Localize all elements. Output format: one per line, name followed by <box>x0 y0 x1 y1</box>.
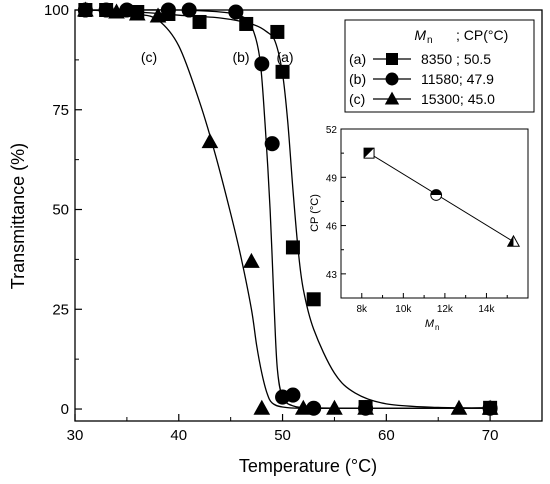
legend-label-a: 8350 ; 50.5 <box>421 51 491 67</box>
marker-triangle-2-6 <box>253 399 271 415</box>
marker-triangle-2-0 <box>77 1 94 17</box>
curve-tag-c: (c) <box>141 49 157 65</box>
x-tick-label-1: 40 <box>170 427 187 444</box>
y-tick-label-2: 50 <box>52 202 69 219</box>
marker-triangle-2-10 <box>450 399 468 415</box>
inset-x-tick-label-3: 14k <box>478 304 495 315</box>
legend-tag-a: (a) <box>349 51 366 67</box>
marker-circle-1-7 <box>264 136 280 152</box>
inset-marker-square-0-fill <box>364 148 375 159</box>
inset-y-tick-label-1: 46 <box>326 222 338 233</box>
marker-triangle-2-2 <box>128 5 146 21</box>
marker-triangle-2-3 <box>149 7 167 23</box>
legend-header-mn: M <box>414 27 426 43</box>
plot-frame <box>74 9 543 422</box>
inset-axis-ticks: 8k 10k 12k 14k 43 46 49 52 <box>326 125 508 315</box>
marker-triangle-2-5 <box>243 252 260 268</box>
y-tick-label-3: 75 <box>52 102 69 119</box>
marker-square-0-7 <box>275 64 290 79</box>
marker-square-0-6 <box>270 24 285 39</box>
marker-square-0-4 <box>192 14 207 29</box>
inset-x-tick-label-1: 10k <box>395 304 412 315</box>
marker-triangle-2-4 <box>201 133 219 149</box>
inset-x-tick-label-2: 12k <box>437 304 454 315</box>
y-tick-label-1: 25 <box>52 301 69 318</box>
marker-triangle-2-7 <box>294 399 312 415</box>
legend-marker-b <box>385 72 399 86</box>
y-tick-label-4: 100 <box>44 2 69 19</box>
inset-markers <box>363 147 521 247</box>
inset-marker-circle-1-fill <box>430 189 442 195</box>
legend-marker-c-shape <box>384 91 400 105</box>
x-tick-label-0: 30 <box>67 427 84 444</box>
marker-triangle-2-8 <box>326 399 343 415</box>
x-tick-label-3: 60 <box>378 427 395 444</box>
inset-chart: 8k 10k 12k 14k 43 46 49 52 CP (°C) M n <box>309 125 529 332</box>
x-tick-label-4: 70 <box>482 427 499 444</box>
marker-circle-1-6 <box>254 56 270 72</box>
legend-marker-c <box>384 91 400 105</box>
inset-x-axis-title-sub: n <box>435 323 439 332</box>
y-tick-label-0: 0 <box>61 401 69 418</box>
inset-x-tick-label-0: 8k <box>356 304 368 315</box>
inset-y-tick-label-2: 49 <box>326 173 338 184</box>
marker-square-0-9 <box>306 292 321 307</box>
inset-y-tick-label-3: 52 <box>326 125 338 136</box>
legend: M n ; CP(°C) (a) 8350 ; 50.5 (b) 11580; … <box>344 19 535 113</box>
legend-marker-b-shape <box>385 72 399 86</box>
axis-ticks: 30 40 50 60 70 0 25 50 75 100 <box>44 2 498 444</box>
inset-marker-triangle-2-fill <box>507 235 514 247</box>
y-axis-title: Transmittance (%) <box>8 143 28 289</box>
inset-y-axis-title: CP (°C) <box>309 194 321 232</box>
inset-y-tick-label-0: 43 <box>326 270 338 281</box>
marker-triangle-2-9 <box>357 399 374 415</box>
marker-square-0-5 <box>239 16 254 31</box>
legend-marker-a-shape <box>386 53 398 65</box>
fit-curve-0 <box>85 9 491 409</box>
curve-tag-b: (b) <box>232 49 249 65</box>
legend-tag-b: (b) <box>349 71 366 87</box>
marker-square-0-8 <box>285 240 300 255</box>
legend-marker-a <box>386 53 398 65</box>
x-tick-label-2: 50 <box>274 427 291 444</box>
marker-triangle-2-1 <box>108 3 125 19</box>
legend-header-mn-sub: n <box>427 35 433 46</box>
legend-header-cp: ; CP(°C) <box>456 27 508 43</box>
legend-label-c: 15300; 45.0 <box>421 91 495 107</box>
x-axis-title: Temperature (°C) <box>239 456 377 476</box>
legend-label-b: 11580; 47.9 <box>421 71 494 87</box>
inset-x-axis-title: M <box>425 318 435 330</box>
marker-circle-1-9 <box>285 387 301 403</box>
marker-circle-1-5 <box>228 4 244 20</box>
data-markers <box>77 1 499 416</box>
legend-tag-c: (c) <box>349 91 365 107</box>
curve-tag-a: (a) <box>276 49 293 65</box>
legend-box <box>344 19 535 113</box>
